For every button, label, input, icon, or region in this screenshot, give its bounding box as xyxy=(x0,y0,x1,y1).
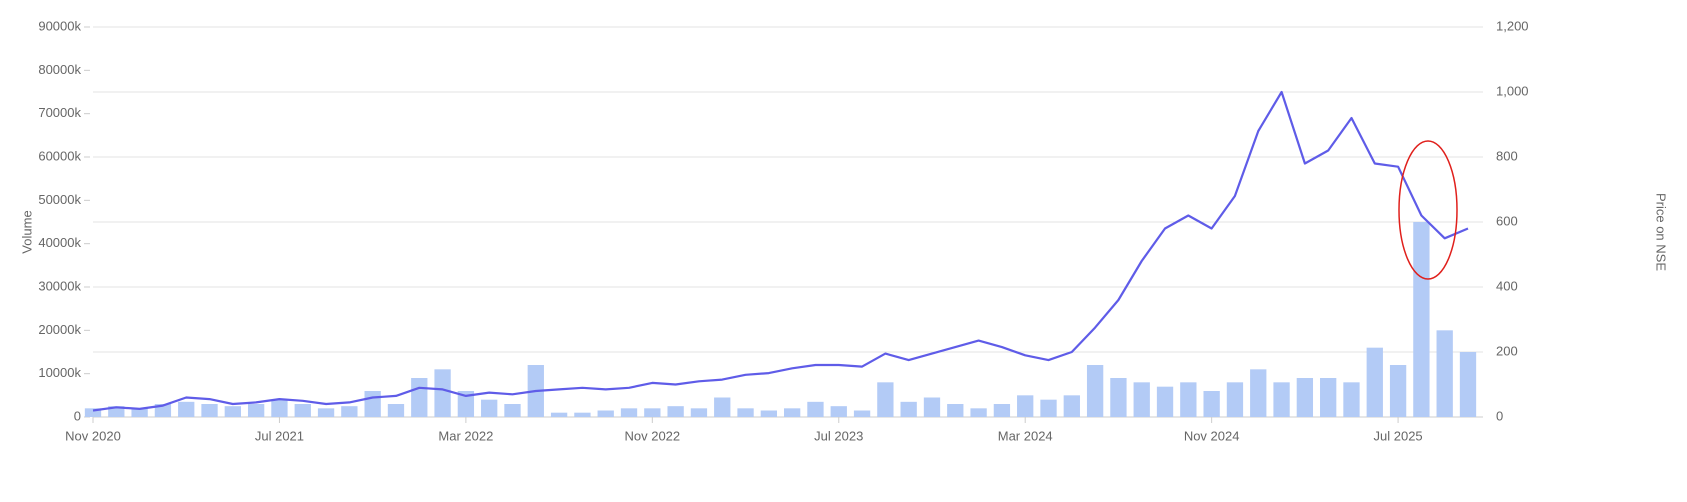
x-tick-label: Nov 2022 xyxy=(624,428,680,443)
volume-bar xyxy=(387,404,405,417)
y2-tick-label: 1,200 xyxy=(1496,18,1529,33)
volume-bar xyxy=(923,397,941,417)
volume-bar xyxy=(1063,395,1080,417)
y-tick-label: 60000k xyxy=(38,148,81,163)
x-tick-label: Jul 2021 xyxy=(255,428,304,443)
x-tick-label: Jul 2023 xyxy=(814,428,863,443)
volume-bar xyxy=(760,410,778,417)
volume-bar xyxy=(900,401,917,417)
volume-bar xyxy=(1250,369,1267,417)
volume-bar xyxy=(84,408,102,417)
x-tick-label: Nov 2020 xyxy=(65,428,121,443)
volume-bar xyxy=(877,382,894,417)
volume-bar xyxy=(457,391,475,417)
y2-tick-label: 200 xyxy=(1496,343,1518,358)
volume-bar xyxy=(1320,378,1337,417)
volume-bar xyxy=(574,412,591,417)
volume-bar xyxy=(294,404,311,417)
y-tick-label: 70000k xyxy=(38,105,81,120)
volume-bar xyxy=(1459,352,1477,417)
x-tick-label: Jul 2025 xyxy=(1374,428,1423,443)
volume-bar xyxy=(1156,386,1174,417)
volume-bar xyxy=(364,391,381,417)
y-tick-label: 50000k xyxy=(38,192,81,207)
y-tick-label: 20000k xyxy=(38,322,81,337)
volume-bar xyxy=(620,408,638,417)
y-tick-label: 90000k xyxy=(38,18,81,33)
volume-bar xyxy=(1180,382,1197,417)
volume-bar xyxy=(690,408,708,417)
y2-tick-label: 800 xyxy=(1496,148,1518,163)
y-tick-label: 80000k xyxy=(38,62,81,77)
volume-bar xyxy=(1366,347,1383,417)
volume-bar xyxy=(411,378,428,417)
volume-bar xyxy=(178,401,195,417)
volume-bar xyxy=(830,406,847,417)
volume-bar xyxy=(1040,399,1057,417)
price-line xyxy=(92,90,1469,412)
y-tick-label: 40000k xyxy=(38,235,81,250)
volume-bar xyxy=(1203,391,1220,417)
y-tick-label: 0 xyxy=(74,408,81,423)
volume-bar xyxy=(1436,330,1453,417)
volume-bar xyxy=(1389,365,1407,417)
y-tick-label: 10000k xyxy=(38,365,81,380)
y2-tick-label: 400 xyxy=(1496,278,1518,293)
y2-tick-label: 600 xyxy=(1496,213,1518,228)
volume-bar xyxy=(947,404,964,417)
x-tick-label: Mar 2022 xyxy=(438,428,493,443)
volume-bar xyxy=(201,404,218,417)
volume-bar xyxy=(597,410,614,417)
volume-bar xyxy=(317,408,335,417)
volume-bar xyxy=(434,369,451,417)
volume-bar xyxy=(667,406,684,417)
x-tick-label: Nov 2024 xyxy=(1184,428,1240,443)
highlight-ellipse xyxy=(1398,140,1458,280)
volume-bar xyxy=(737,408,754,417)
volume-bar xyxy=(224,406,241,417)
y2-tick-label: 0 xyxy=(1496,408,1503,423)
volume-bar xyxy=(504,404,521,417)
volume-bar xyxy=(1296,378,1314,417)
volume-bar xyxy=(247,404,265,417)
volume-bar xyxy=(1226,382,1244,417)
y-axis-title: Volume xyxy=(19,210,34,253)
y2-axis-title: Price on NSE xyxy=(1654,193,1669,271)
volume-bar xyxy=(1413,222,1430,417)
volume-bar xyxy=(807,401,824,417)
y-tick-label: 30000k xyxy=(38,278,81,293)
volume-bar xyxy=(993,404,1011,417)
volume-bar xyxy=(1110,378,1127,417)
volume-bar xyxy=(108,406,125,417)
volume-bar xyxy=(1133,382,1150,417)
volume-bar xyxy=(714,397,731,417)
volume-bar xyxy=(481,399,498,417)
y2-tick-label: 1,000 xyxy=(1496,83,1529,98)
volume-bar xyxy=(550,412,568,417)
volume-bar xyxy=(131,408,148,417)
volume-bar xyxy=(644,408,661,417)
volume-bar xyxy=(970,408,987,417)
volume-bar xyxy=(783,408,801,417)
volume-bar xyxy=(853,410,871,417)
volume-bar xyxy=(1017,395,1034,417)
volume-bar xyxy=(1273,382,1290,417)
x-tick-label: Mar 2024 xyxy=(998,428,1053,443)
volume-bar xyxy=(341,406,358,417)
volume-bar xyxy=(271,399,288,417)
volume-bar xyxy=(1343,382,1360,417)
volume-bar xyxy=(1086,365,1104,417)
